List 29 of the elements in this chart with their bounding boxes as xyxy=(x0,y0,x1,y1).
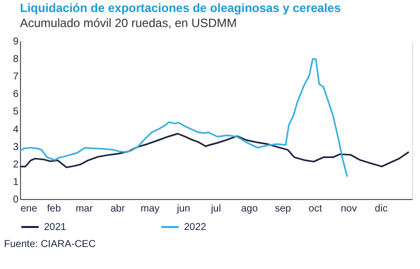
x-tick-label: jun xyxy=(176,204,190,214)
source-note: Fuente: CIARA-CEC xyxy=(4,239,96,250)
x-tick-label: oct xyxy=(308,204,322,214)
y-tick-label: 7 xyxy=(12,72,19,83)
x-tick-label: ene xyxy=(20,204,38,214)
y-tick-label: 0 xyxy=(12,194,19,206)
legend-label: 2021 xyxy=(44,222,67,233)
line-series xyxy=(19,132,410,168)
y-tick-label: 8 xyxy=(12,54,19,66)
chart-subtitle: Acumulado móvil 20 ruedas, en USDMM xyxy=(20,16,237,30)
y-tick-label: 5 xyxy=(12,106,19,118)
x-tick-label: ago xyxy=(241,204,258,214)
y-tick-label: 6 xyxy=(12,89,19,100)
x-tick-label: abr xyxy=(110,204,126,214)
legend-label: 2022 xyxy=(184,222,207,233)
x-tick-label: nov xyxy=(340,204,357,214)
x-tick-label: sep xyxy=(274,204,292,214)
y-tick-label: 1 xyxy=(12,176,19,188)
chart-title: Liquidación de exportaciones de oleaginosas y cereales xyxy=(20,1,342,15)
y-tick-label: 2 xyxy=(12,159,19,170)
y-tick-label: 9 xyxy=(12,36,19,48)
x-tick-label: jul xyxy=(210,204,221,214)
x-tick-label: mar xyxy=(76,204,94,214)
line-series xyxy=(19,58,348,178)
x-tick-label: dic xyxy=(374,204,388,214)
y-tick-label: 4 xyxy=(12,124,19,136)
x-tick-label: may xyxy=(140,204,160,214)
x-tick-label: feb xyxy=(47,204,62,214)
y-tick-label: 3 xyxy=(12,142,19,153)
